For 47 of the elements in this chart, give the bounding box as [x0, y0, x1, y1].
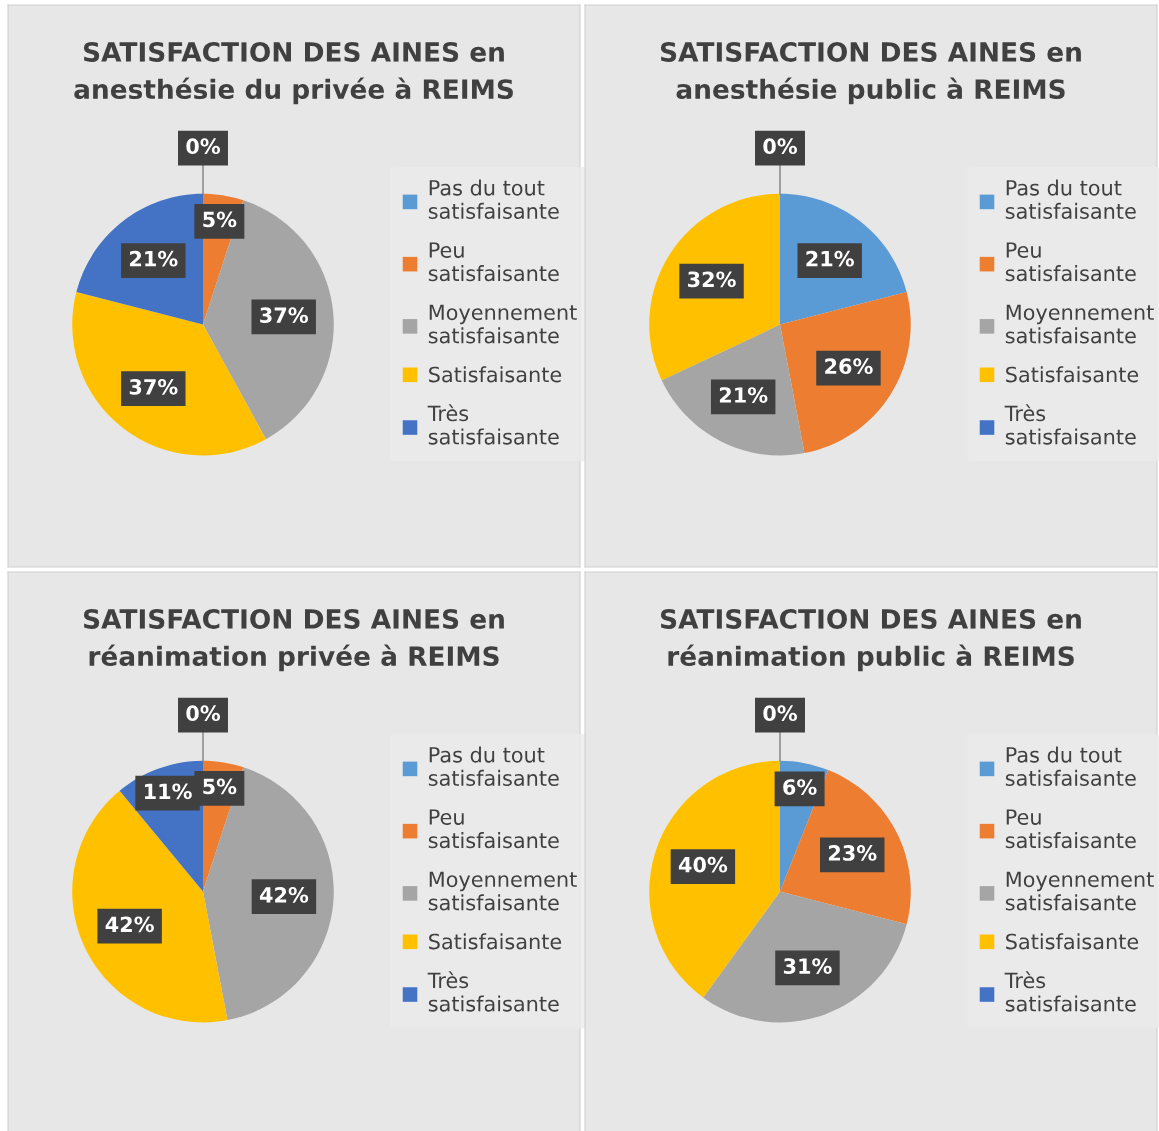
- data-label: 5%: [203, 211, 237, 228]
- pie-slice: [649, 760, 780, 998]
- legend-label: Moyennement satisfaisante: [428, 304, 577, 344]
- legend-label: Satisfaisante: [1006, 933, 1139, 950]
- data-label: 42%: [105, 916, 154, 933]
- legend-label: Très satisfaisante: [427, 404, 559, 445]
- text: 0%: [186, 138, 221, 155]
- legend-label: Peu satisfaisante: [1005, 242, 1136, 282]
- chart-title: SATISFACTION DES AINES en anesthésie public à REIMS: [660, 42, 1081, 105]
- legend-label: Moyennement satisfaisante: [428, 871, 577, 911]
- legend-label: Moyennement satisfaisante: [1005, 871, 1154, 911]
- text: 0%: [186, 705, 221, 722]
- data-label: 21%: [806, 250, 854, 267]
- data-label: 21%: [130, 250, 178, 267]
- data-label: 5%: [203, 778, 237, 795]
- data-label: 32%: [688, 271, 736, 288]
- legend-label: Pas du tout satisfaisante: [428, 179, 559, 219]
- data-label: 23%: [828, 845, 877, 861]
- legend-label: Très satisfaisante: [1004, 971, 1136, 1012]
- legend-label: Très satisfaisante: [1004, 404, 1136, 445]
- data-label: 37%: [129, 378, 178, 395]
- legend-label: Très satisfaisante: [427, 971, 559, 1012]
- chart-title: SATISFACTION DES AINES en réanimation privée à REIMS: [83, 609, 504, 672]
- legend-label: Pas du tout satisfaisante: [1005, 179, 1136, 219]
- chart-title: SATISFACTION DES AINES en réanimation public à REIMS: [660, 609, 1081, 672]
- data-label: 42%: [259, 886, 309, 903]
- legend-label: Satisfaisante: [1006, 366, 1139, 383]
- legend-label: Pas du tout satisfaisante: [428, 746, 559, 786]
- text: 0%: [763, 705, 798, 722]
- legend-label: Satisfaisante: [429, 366, 562, 383]
- legend-label: Satisfaisante: [429, 933, 562, 950]
- text: 0%: [763, 138, 798, 155]
- legend-label: Peu satisfaisante: [428, 242, 559, 282]
- data-label: 6%: [783, 779, 817, 795]
- legend-label: Peu satisfaisante: [428, 809, 559, 849]
- data-label: 37%: [260, 307, 308, 324]
- data-label: 26%: [825, 358, 873, 375]
- data-label: 40%: [678, 856, 728, 873]
- legend-label: Pas du tout satisfaisante: [1005, 746, 1136, 786]
- legend-label: Moyennement satisfaisante: [1005, 304, 1154, 344]
- pie-slice: [203, 767, 334, 1021]
- pie-slice: [203, 200, 334, 440]
- data-label: 11%: [144, 783, 192, 800]
- data-label: 31%: [783, 958, 832, 974]
- legend-label: Peu satisfaisante: [1005, 809, 1136, 849]
- chart-title: SATISFACTION DES AINES en anesthésie du privée à REIMS: [74, 42, 513, 105]
- data-label: 21%: [719, 387, 768, 403]
